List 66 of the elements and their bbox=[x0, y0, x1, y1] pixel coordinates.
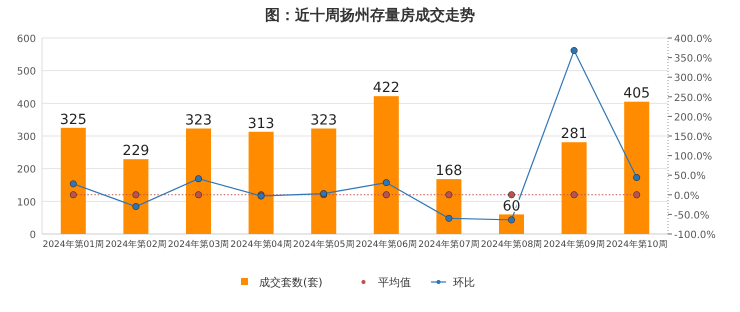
data-label: 168 bbox=[436, 163, 462, 180]
x-tick-label: 2024年第07周 bbox=[418, 239, 480, 250]
x-tick-label: 2024年第03周 bbox=[168, 239, 230, 250]
data-label: 323 bbox=[185, 112, 212, 128]
data-label: 405 bbox=[623, 86, 650, 102]
point bbox=[445, 214, 452, 222]
point bbox=[570, 47, 578, 54]
y-tick-label: 200 bbox=[16, 164, 36, 176]
y2-tick-label: 200.0% bbox=[674, 112, 712, 124]
y-tick-label: 0 bbox=[30, 230, 36, 241]
y2-tick-label: 400.0% bbox=[674, 34, 712, 45]
point bbox=[132, 203, 140, 210]
y2-tick-label: 100.0% bbox=[674, 152, 712, 163]
y-tick-label: 100 bbox=[16, 197, 36, 208]
data-label: 229 bbox=[122, 143, 150, 160]
data-label: 281 bbox=[560, 126, 588, 142]
bar bbox=[248, 132, 274, 234]
bar bbox=[311, 128, 336, 234]
data-label: 325 bbox=[60, 112, 87, 128]
y-tick-label: 500 bbox=[16, 66, 36, 78]
y2-tick-label: 50.0% bbox=[674, 171, 706, 182]
point bbox=[70, 180, 77, 188]
y2-tick-label: 150.0% bbox=[674, 132, 712, 143]
y2-tick-label: 350.0% bbox=[674, 54, 712, 65]
bar bbox=[123, 159, 148, 234]
point bbox=[195, 191, 202, 198]
x-tick-label: 2024年第06周 bbox=[356, 239, 417, 250]
bar bbox=[374, 96, 399, 234]
bar bbox=[186, 128, 212, 234]
y-tick-label: 600 bbox=[16, 34, 36, 45]
x-tick-label: 2024年第04周 bbox=[230, 239, 292, 250]
chart-title: 图：近十周扬州存量房成交走势 bbox=[265, 6, 475, 24]
legend-label: 平均值 bbox=[378, 276, 411, 289]
y2-tick-label: 250.0% bbox=[674, 92, 712, 104]
y2-tick-label: 300.0% bbox=[674, 73, 712, 84]
x-tick-label: 2024年第05周 bbox=[293, 239, 354, 250]
bar bbox=[562, 142, 587, 234]
data-label: 323 bbox=[310, 112, 338, 128]
x-tick-label: 2024年第08周 bbox=[480, 239, 542, 250]
x-tick-label: 2024年第02周 bbox=[105, 239, 167, 250]
legend-label: 成交套数(套) bbox=[259, 276, 323, 289]
point bbox=[633, 174, 640, 182]
point bbox=[508, 191, 515, 198]
x-tick-label: 2024年第01周 bbox=[42, 239, 104, 250]
y2-tick-label: -100.0% bbox=[674, 230, 716, 241]
bar bbox=[436, 179, 462, 234]
legend-label: 环比 bbox=[453, 276, 475, 289]
point bbox=[70, 191, 77, 198]
point bbox=[508, 216, 515, 224]
point bbox=[633, 191, 640, 198]
x-tick-label: 2024年第10周 bbox=[606, 239, 668, 250]
point bbox=[132, 191, 140, 198]
point bbox=[570, 191, 578, 198]
y-tick-label: 400 bbox=[16, 99, 36, 110]
data-label: 313 bbox=[248, 116, 274, 132]
y2-tick-label: -50.0% bbox=[674, 210, 710, 222]
bar bbox=[60, 128, 86, 234]
y2-tick-label: 0.0% bbox=[674, 190, 700, 202]
point bbox=[195, 175, 202, 182]
point bbox=[382, 179, 390, 186]
data-label: 422 bbox=[372, 80, 400, 96]
y-tick-label: 300 bbox=[16, 132, 36, 143]
point bbox=[382, 191, 390, 198]
bar bbox=[624, 102, 650, 234]
point bbox=[445, 191, 452, 198]
x-tick-label: 2024年第09周 bbox=[543, 239, 605, 250]
